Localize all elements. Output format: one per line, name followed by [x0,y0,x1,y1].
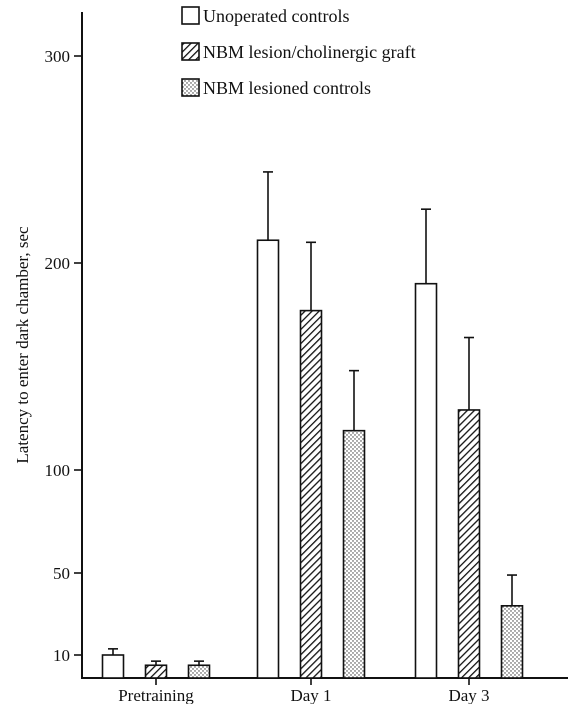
y-tick-label: 50 [53,564,70,583]
legend-label: Unoperated controls [203,6,349,26]
category-label: Day 3 [448,686,489,704]
legend-swatch-white [181,6,200,25]
bar-hatch [299,309,323,679]
bar-dots [187,664,211,679]
y-tick-label: 10 [53,646,70,665]
legend-swatch-dots [181,78,200,97]
bars [101,171,524,679]
bar-hatch [144,664,168,679]
y-tick-label: 200 [45,254,71,273]
bar-white [256,239,280,679]
category-label: Pretraining [118,686,194,704]
bar-hatch [457,409,481,679]
axis-labels: 10 50 100 200 300 Latency to enter dark chamb… [13,47,490,705]
bar-dots [500,604,524,679]
y-tick-label: 100 [45,461,71,480]
bar-white [414,282,438,679]
bar-white [101,654,125,679]
bar-dots [342,429,366,679]
legend: Unoperated controls NBM lesion/cholinergi… [181,6,416,98]
y-tick-label: 300 [45,47,71,66]
category-label: Day 1 [290,686,331,704]
legend-swatch-hatch [181,42,200,61]
y-axis-title: Latency to enter dark chamber, sec [13,226,32,464]
legend-label: NBM lesioned controls [203,78,371,98]
legend-label: NBM lesion/cholinergic graft [203,42,416,62]
